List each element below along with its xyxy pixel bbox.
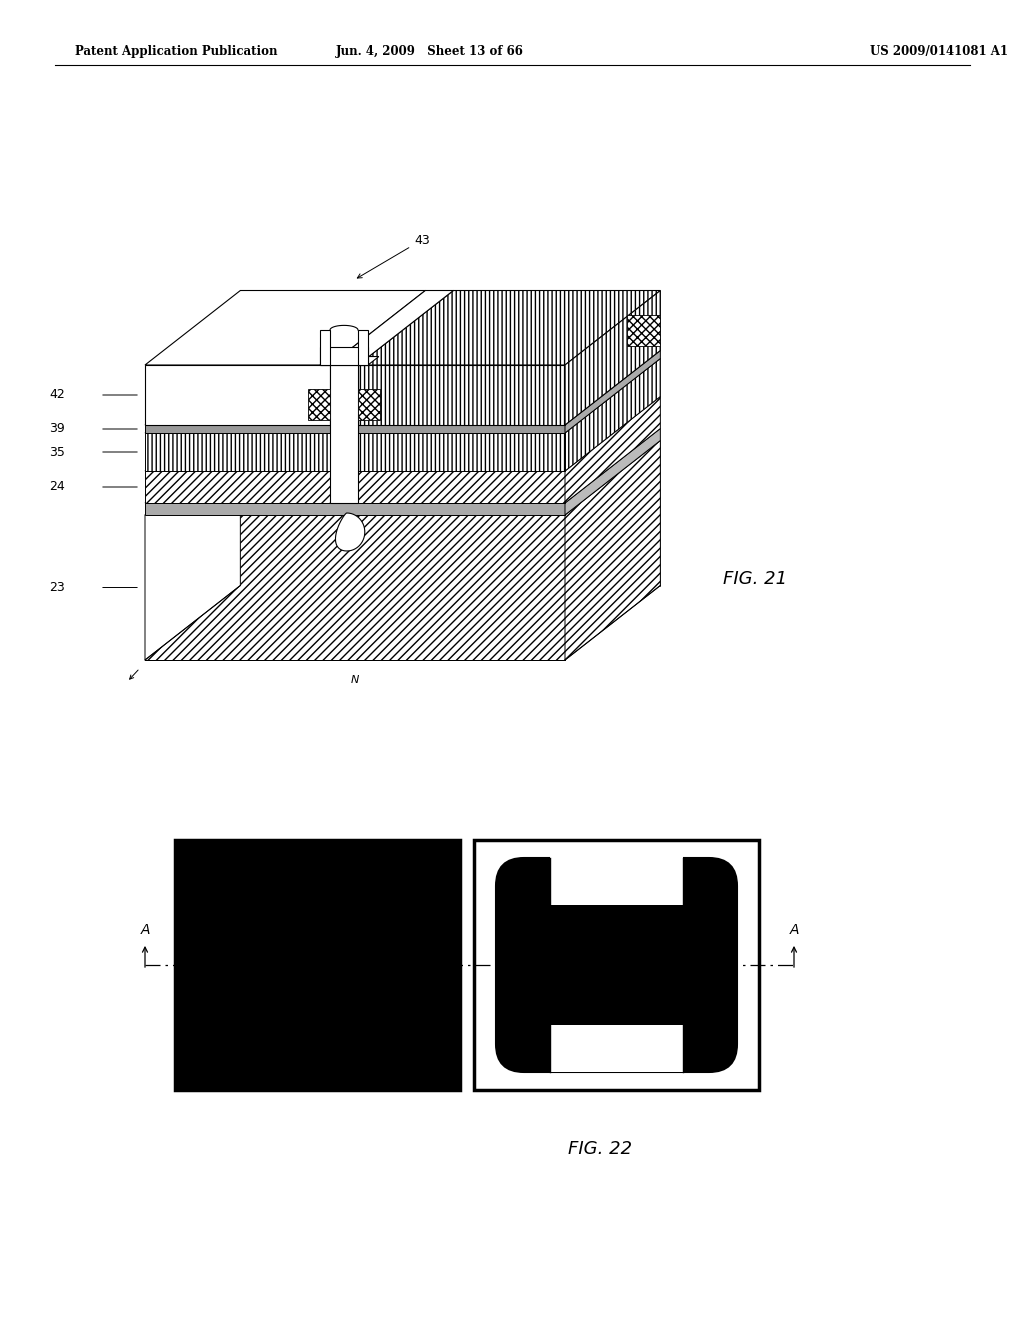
Text: 35: 35	[49, 446, 65, 458]
Bar	[175, 840, 460, 1090]
Text: Patent Application Publication: Patent Application Publication	[75, 45, 278, 58]
Polygon shape	[145, 441, 660, 515]
Polygon shape	[358, 290, 660, 366]
Polygon shape	[358, 433, 565, 471]
Bar	[550, 842, 683, 906]
Polygon shape	[145, 359, 660, 433]
Polygon shape	[358, 389, 380, 420]
Text: Jun. 4, 2009   Sheet 13 of 66: Jun. 4, 2009 Sheet 13 of 66	[336, 45, 524, 58]
Polygon shape	[145, 396, 660, 471]
Polygon shape	[628, 314, 660, 346]
Polygon shape	[145, 441, 241, 660]
Polygon shape	[319, 330, 330, 366]
Text: 23: 23	[49, 581, 65, 594]
Polygon shape	[145, 433, 565, 471]
Polygon shape	[565, 441, 660, 660]
Text: 39: 39	[49, 422, 65, 436]
Text: A: A	[790, 923, 799, 937]
Text: 42: 42	[49, 388, 65, 401]
Polygon shape	[358, 366, 565, 425]
Text: US 2009/0141081 A1: US 2009/0141081 A1	[870, 45, 1008, 58]
Polygon shape	[241, 441, 660, 586]
Polygon shape	[336, 513, 365, 550]
Polygon shape	[319, 347, 368, 366]
Polygon shape	[565, 396, 660, 503]
Text: FIG. 22: FIG. 22	[568, 1140, 632, 1158]
Polygon shape	[145, 471, 565, 503]
Text: 24: 24	[49, 480, 65, 494]
Polygon shape	[145, 515, 565, 660]
Polygon shape	[145, 290, 425, 366]
Bar	[550, 1024, 683, 1072]
Polygon shape	[565, 351, 660, 433]
Polygon shape	[145, 425, 565, 433]
Polygon shape	[330, 366, 358, 503]
Polygon shape	[319, 356, 379, 366]
Text: 43: 43	[357, 234, 430, 279]
Polygon shape	[145, 503, 565, 515]
Polygon shape	[358, 330, 368, 366]
Polygon shape	[145, 366, 330, 425]
Text: A: A	[140, 923, 150, 937]
Bar	[474, 840, 759, 1090]
Text: FIG. 21: FIG. 21	[723, 570, 786, 589]
FancyBboxPatch shape	[496, 858, 737, 1072]
Text: N: N	[351, 675, 359, 685]
Polygon shape	[308, 389, 330, 420]
Polygon shape	[565, 429, 660, 515]
Polygon shape	[565, 290, 660, 425]
Polygon shape	[330, 290, 454, 366]
Polygon shape	[145, 351, 660, 425]
Polygon shape	[145, 429, 660, 503]
Bar	[550, 858, 683, 906]
Polygon shape	[565, 359, 660, 471]
